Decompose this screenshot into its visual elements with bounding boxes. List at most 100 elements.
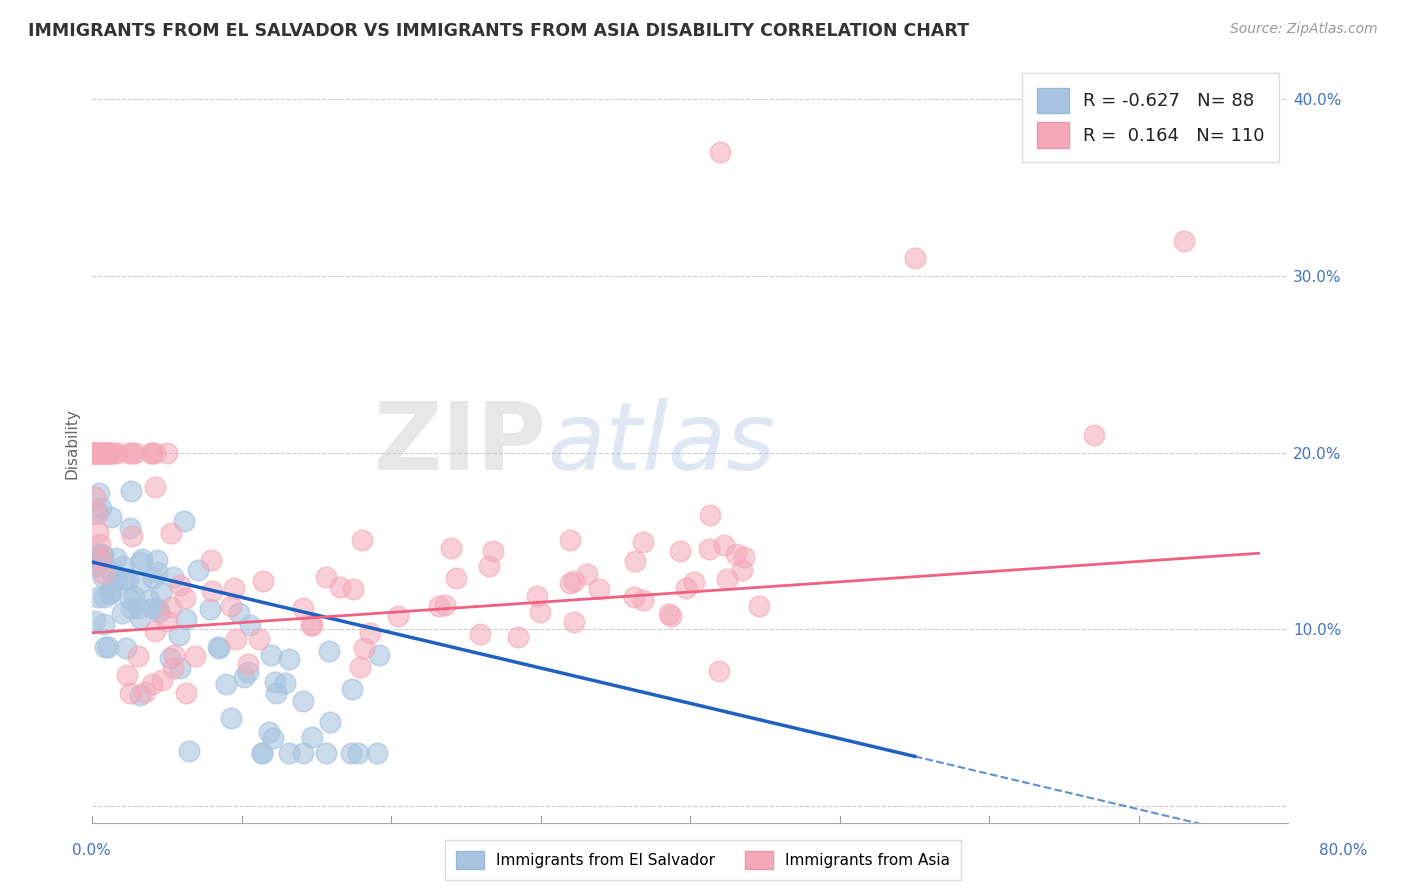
Point	[146, 565, 169, 579]
Point	[588, 582, 610, 596]
Point	[94, 445, 117, 459]
Point	[83, 552, 105, 566]
Point	[562, 574, 585, 589]
Point	[262, 731, 284, 745]
Point	[103, 445, 125, 459]
Point	[427, 599, 450, 613]
Point	[173, 514, 195, 528]
Point	[433, 598, 456, 612]
Point	[526, 589, 548, 603]
Point	[731, 564, 754, 578]
Point	[148, 605, 170, 619]
Point	[329, 581, 352, 595]
Point	[84, 558, 107, 573]
Point	[277, 746, 299, 760]
Point	[162, 570, 184, 584]
Point	[83, 445, 105, 459]
Legend: Immigrants from El Salvador, Immigrants from Asia: Immigrants from El Salvador, Immigrants …	[446, 840, 960, 880]
Point	[252, 574, 274, 589]
Point	[86, 504, 108, 518]
Point	[162, 660, 184, 674]
Point	[100, 586, 122, 600]
Point	[387, 609, 409, 624]
Point	[299, 618, 322, 632]
Point	[349, 660, 371, 674]
Point	[94, 640, 117, 655]
Point	[118, 686, 141, 700]
Point	[83, 445, 105, 459]
Point	[129, 611, 152, 625]
Point	[264, 686, 287, 700]
Point	[100, 445, 122, 459]
Point	[134, 685, 156, 699]
Point	[93, 445, 115, 459]
Point	[562, 615, 585, 629]
Point	[84, 490, 107, 504]
Point	[219, 599, 242, 614]
Point	[668, 544, 690, 558]
Point	[222, 581, 245, 595]
Point	[558, 575, 581, 590]
Point	[699, 508, 721, 523]
Point	[105, 445, 128, 459]
Point	[90, 551, 112, 566]
Point	[131, 551, 153, 566]
Point	[115, 668, 138, 682]
Point	[112, 572, 135, 586]
Point	[87, 590, 110, 604]
Point	[118, 445, 141, 459]
Point	[87, 524, 110, 539]
Point	[96, 445, 118, 459]
Point	[274, 676, 297, 690]
Point	[659, 608, 682, 623]
Point	[91, 550, 114, 565]
Point	[353, 640, 375, 655]
Point	[560, 533, 582, 547]
Point	[236, 665, 259, 680]
Point	[117, 572, 139, 586]
Point	[716, 572, 738, 586]
Point	[252, 746, 274, 760]
Point	[129, 555, 152, 569]
Point	[100, 510, 122, 524]
Point	[146, 553, 169, 567]
Point	[260, 648, 283, 663]
Point	[83, 445, 105, 459]
Point	[707, 664, 730, 678]
Point	[83, 614, 105, 628]
Point	[1173, 234, 1195, 248]
Point	[315, 746, 337, 760]
Point	[169, 661, 191, 675]
Point	[529, 605, 551, 619]
Point	[478, 559, 501, 574]
Point	[142, 600, 165, 615]
Point	[159, 600, 181, 615]
Point	[120, 592, 142, 607]
Point	[91, 445, 114, 459]
Point	[1083, 428, 1105, 442]
Point	[733, 549, 755, 564]
Point	[709, 145, 731, 160]
Point	[699, 542, 721, 557]
Point	[128, 600, 150, 615]
Point	[150, 673, 173, 688]
Point	[156, 445, 179, 459]
Point	[683, 575, 706, 590]
Point	[89, 548, 111, 562]
Point	[91, 548, 114, 562]
Point	[86, 445, 108, 459]
Y-axis label: Disability: Disability	[65, 409, 79, 479]
Point	[173, 591, 195, 605]
Point	[127, 648, 149, 663]
Point	[101, 566, 124, 580]
Text: Source: ZipAtlas.com: Source: ZipAtlas.com	[1230, 22, 1378, 37]
Point	[675, 581, 697, 595]
Text: 0.0%: 0.0%	[72, 843, 111, 858]
Point	[111, 559, 134, 574]
Point	[93, 617, 115, 632]
Point	[121, 528, 143, 542]
Point	[177, 744, 200, 758]
Point	[187, 563, 209, 577]
Point	[122, 590, 145, 604]
Text: ZIP: ZIP	[374, 398, 547, 490]
